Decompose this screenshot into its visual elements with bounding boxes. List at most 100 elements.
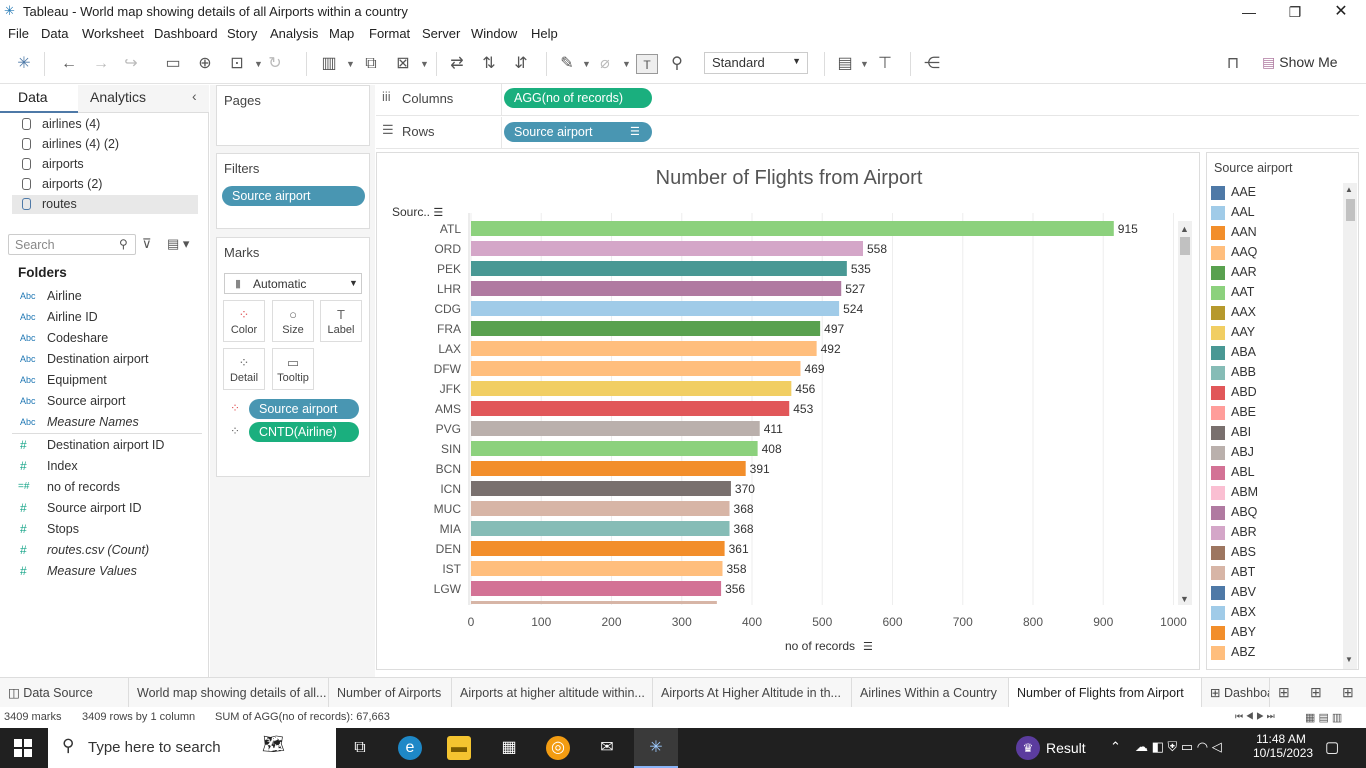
- detail-pill[interactable]: CNTD(Airline): [249, 422, 359, 442]
- new-dashboard-icon[interactable]: ⊞: [1310, 684, 1322, 700]
- group-members-icon[interactable]: ⌀: [600, 55, 610, 72]
- filter-pill[interactable]: Source airport: [222, 186, 365, 206]
- tab-airports-higher-altitude[interactable]: Airports at higher altitude within...: [452, 678, 653, 708]
- menu-file[interactable]: File: [8, 26, 29, 41]
- file-explorer-icon[interactable]: ▬: [447, 736, 471, 760]
- sort-descending-icon[interactable]: ⇵: [514, 55, 528, 72]
- restore-button[interactable]: ❐: [1288, 4, 1302, 20]
- swap-rows-columns-icon[interactable]: ⇄: [450, 55, 464, 72]
- highlight-icon[interactable]: ✎: [560, 55, 574, 72]
- scroll-up-icon[interactable]: ▲: [1345, 185, 1353, 194]
- duplicate-sheet-icon[interactable]: ⧉: [365, 55, 377, 72]
- sheet-nav-icons[interactable]: ⏮ ◀ ▶ ⏭: [1235, 711, 1275, 721]
- result-icon[interactable]: ♛: [1016, 736, 1040, 760]
- sheet-view-icons[interactable]: ▦ ▤ ▥: [1305, 712, 1343, 724]
- new-datasource-icon[interactable]: ⊕: [198, 55, 212, 72]
- menu-analysis[interactable]: Analysis: [270, 26, 319, 41]
- tableau-taskbar-icon[interactable]: ✳: [649, 739, 663, 756]
- legend-scroll-thumb[interactable]: [1346, 199, 1355, 221]
- color-button[interactable]: ⁘ Color: [223, 300, 265, 342]
- tray-chevron-icon[interactable]: ⌃: [1110, 739, 1121, 754]
- legend-label: ABM: [1231, 485, 1259, 499]
- tab-world-map[interactable]: World map showing details of all...: [129, 678, 329, 708]
- save-icon[interactable]: ▭: [165, 55, 181, 72]
- pause-updates-icon[interactable]: ⊡: [230, 55, 244, 72]
- tab-analytics[interactable]: Analytics: [90, 89, 147, 105]
- notification-icon[interactable]: ▢: [1325, 739, 1340, 756]
- scroll-down-icon[interactable]: ▼: [1345, 655, 1353, 664]
- share-icon[interactable]: ⋲: [924, 55, 940, 72]
- menu-worksheet[interactable]: Worksheet: [82, 26, 144, 41]
- tableau-home-icon[interactable]: ✳: [17, 55, 31, 72]
- redo-icon[interactable]: →: [93, 55, 109, 72]
- taskbar-search[interactable]: ⚲ Type here to search 🗺: [48, 728, 336, 768]
- new-story-icon[interactable]: ⊞: [1342, 684, 1354, 700]
- fit-select[interactable]: Standard ▼: [704, 52, 808, 74]
- minimize-button[interactable]: —: [1242, 4, 1256, 20]
- new-worksheet-icon[interactable]: ⊞: [1278, 684, 1290, 700]
- menu-help[interactable]: Help: [531, 26, 558, 41]
- color-pill[interactable]: Source airport: [249, 399, 359, 419]
- tab-airports-higher-altitude-2[interactable]: Airports At Higher Altitude in th...: [653, 678, 852, 708]
- undo-icon[interactable]: ←: [61, 55, 77, 72]
- tab-data[interactable]: Data: [18, 89, 48, 105]
- sort-ascending-icon[interactable]: ⇅: [482, 55, 496, 72]
- legend-swatch: [1211, 206, 1225, 220]
- clear-sheet-icon[interactable]: ⊠: [396, 55, 410, 72]
- format-painter-icon[interactable]: ⊓: [1226, 55, 1240, 72]
- search-input[interactable]: Search ⚲: [8, 234, 136, 255]
- filter-icon[interactable]: ⊽: [142, 236, 152, 251]
- detail-button[interactable]: ⁘ Detail: [223, 348, 265, 390]
- show-me-button[interactable]: ▤ Show Me: [1262, 54, 1338, 71]
- filters-card[interactable]: Filters Source airport: [216, 153, 370, 229]
- menu-data[interactable]: Data: [41, 26, 69, 41]
- store-icon[interactable]: ▦: [501, 739, 517, 756]
- legend-swatch: [1211, 466, 1225, 480]
- mark-type-select[interactable]: ▮ Automatic ▼: [224, 273, 362, 294]
- columns-shelf[interactable]: iii Columns AGG(no of records): [376, 84, 1359, 116]
- task-view-icon[interactable]: ⧉: [354, 739, 366, 756]
- rows-pill[interactable]: Source airport: [504, 122, 652, 142]
- search-icon: ⚲: [62, 736, 75, 755]
- row-header[interactable]: Sourc.. ☰: [392, 205, 444, 219]
- size-button[interactable]: ○ Size: [272, 300, 314, 342]
- sort-icon[interactable]: ☰: [630, 126, 640, 138]
- menu-story[interactable]: Story: [227, 26, 258, 41]
- menu-map[interactable]: Map: [329, 26, 355, 41]
- view-options-icon[interactable]: ▤ ▾: [167, 236, 190, 251]
- legend-scrollbar[interactable]: [1343, 183, 1357, 669]
- menu-window[interactable]: Window: [471, 26, 518, 41]
- show-cards-icon[interactable]: ▤: [837, 55, 853, 72]
- legend-label: AAL: [1231, 205, 1255, 219]
- edge-icon[interactable]: e: [398, 736, 422, 760]
- replay-icon[interactable]: ↪: [124, 55, 138, 72]
- clock[interactable]: 11:48 AM 10/15/2023: [1253, 732, 1313, 760]
- fix-axes-icon[interactable]: ⚲: [671, 55, 683, 72]
- new-worksheet-icon[interactable]: ▥: [321, 55, 337, 72]
- refresh-icon[interactable]: ↻: [268, 55, 282, 72]
- pages-card[interactable]: Pages: [216, 85, 370, 146]
- mail-icon[interactable]: ✉: [600, 739, 614, 756]
- label-button[interactable]: T Label: [320, 300, 362, 342]
- legend-title: Source airport: [1214, 161, 1293, 175]
- columns-pill[interactable]: AGG(no of records): [504, 88, 652, 108]
- windows-start-icon[interactable]: [14, 739, 32, 757]
- menu-server[interactable]: Server: [422, 26, 461, 41]
- tooltip-button[interactable]: ▭ Tooltip: [272, 348, 314, 390]
- tray-icons[interactable]: ☁ ◧ ⛨ ▭ ◠ ◁: [1135, 739, 1222, 754]
- rows-shelf[interactable]: ☰ Rows Source airport ☰: [376, 117, 1359, 149]
- close-button[interactable]: ✕: [1334, 3, 1348, 20]
- menu-format[interactable]: Format: [369, 26, 411, 41]
- tab-airlines-within-country[interactable]: Airlines Within a Country: [852, 678, 1009, 708]
- tab-number-of-flights[interactable]: Number of Flights from Airport: [1009, 678, 1202, 708]
- presentation-mode-icon[interactable]: ⊤: [878, 55, 892, 72]
- tab-dashboard[interactable]: ⊞ Dashboa: [1202, 678, 1270, 708]
- category-label: JFK: [440, 382, 461, 396]
- chrome-icon[interactable]: ◎: [546, 736, 570, 760]
- sort-icon[interactable]: ☰: [433, 207, 444, 219]
- collapse-pane-icon[interactable]: ‹: [192, 88, 197, 104]
- menu-dashboard[interactable]: Dashboard: [154, 26, 218, 41]
- tab-data-source[interactable]: ◫ Data Source: [0, 678, 129, 708]
- tab-number-of-airports[interactable]: Number of Airports: [329, 678, 452, 708]
- show-mark-labels-icon[interactable]: T: [636, 54, 658, 74]
